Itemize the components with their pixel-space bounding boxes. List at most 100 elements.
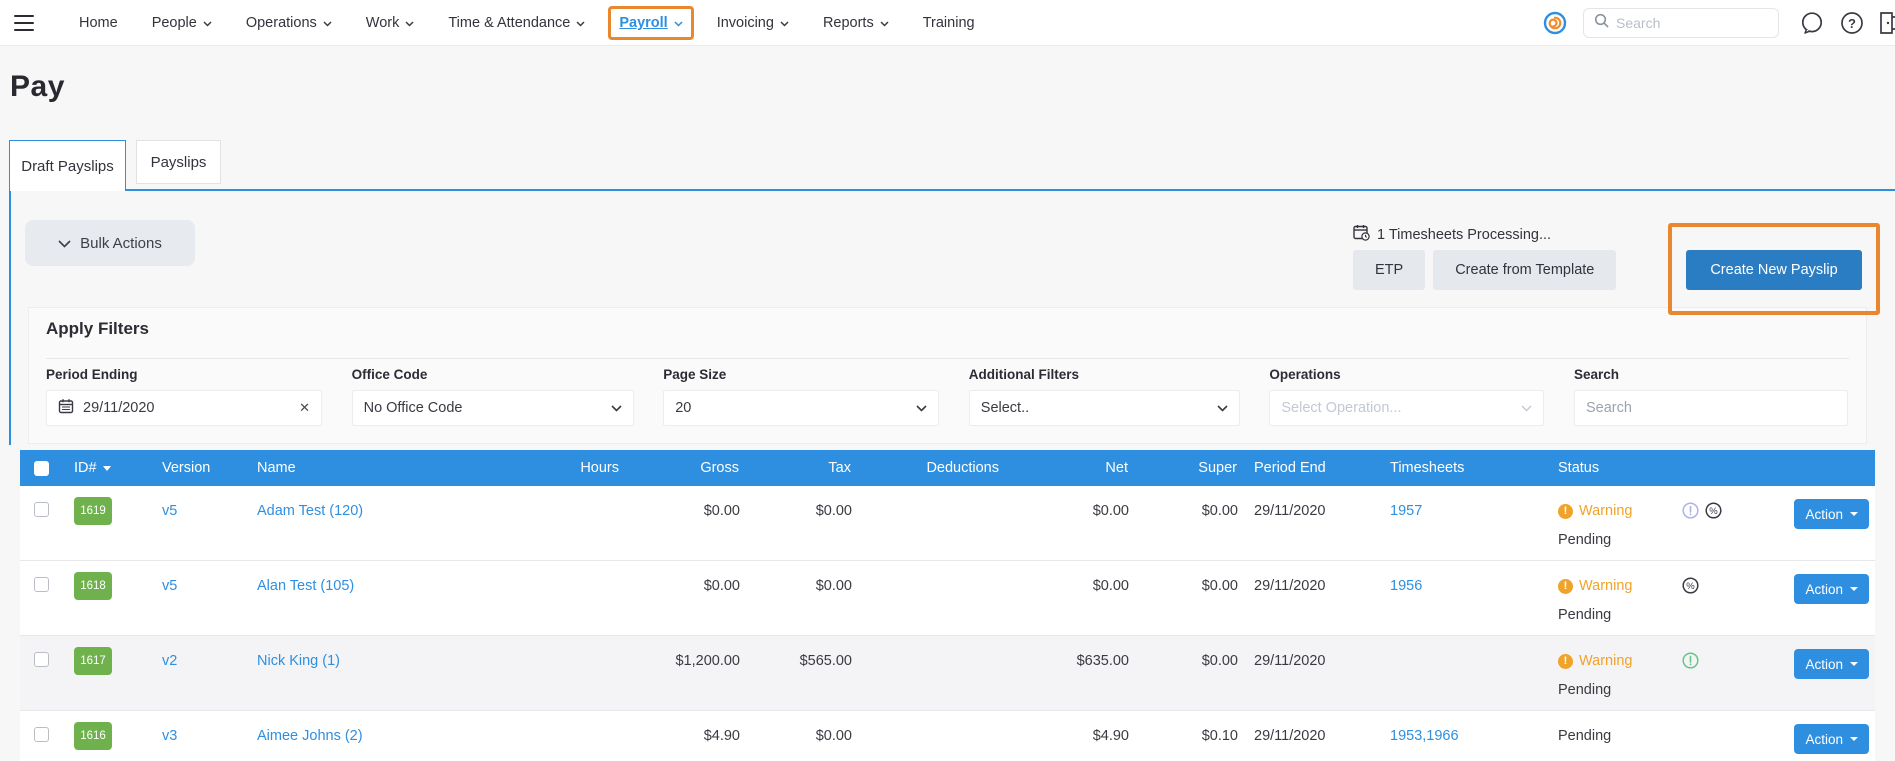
svg-text:?: ?	[1848, 16, 1856, 31]
row-checkbox[interactable]	[34, 502, 49, 517]
version-link[interactable]: v2	[162, 651, 177, 671]
percent-circle-icon[interactable]: %	[1682, 577, 1699, 600]
version-link[interactable]: v3	[162, 726, 177, 746]
cell-status-icons: %	[1680, 486, 1740, 560]
cell-super: $0.10	[1131, 711, 1240, 761]
status-warning: !Warning	[1558, 651, 1632, 671]
cell-net: $635.00	[1002, 636, 1131, 710]
sort-caret-icon	[103, 466, 111, 471]
cell-period-end: 29/11/2020	[1240, 561, 1380, 635]
cell-super: $0.00	[1131, 486, 1240, 560]
row-action-button[interactable]: Action	[1794, 499, 1869, 529]
select-all-checkbox[interactable]	[34, 461, 49, 476]
nav-item-time-attendance[interactable]: Time & Attendance	[431, 15, 602, 31]
cell-status: !WarningPending	[1545, 561, 1680, 635]
percent-circle-icon[interactable]: %	[1705, 502, 1722, 525]
table-row: 1619 v5 Adam Test (120) $0.00 $0.00 $0.0…	[20, 486, 1875, 561]
table-header-row: ID# Version Name Hours Gross Tax Deducti…	[20, 450, 1875, 486]
chevron-down-icon	[405, 21, 414, 27]
cell-tax: $565.00	[742, 636, 854, 710]
cell-gross: $1,200.00	[622, 636, 742, 710]
version-link[interactable]: v5	[162, 501, 177, 521]
status-warning: !Warning	[1558, 576, 1632, 596]
row-checkbox[interactable]	[34, 577, 49, 592]
cell-deductions	[854, 486, 1002, 560]
tab-payslips[interactable]: Payslips	[136, 140, 221, 184]
nav-item-reports[interactable]: Reports	[806, 15, 906, 31]
filter-search-input[interactable]	[1586, 400, 1836, 416]
header-version: Version	[150, 460, 245, 476]
cell-deductions	[854, 711, 1002, 761]
page-size-select[interactable]: 20	[663, 390, 939, 426]
timesheets-link[interactable]: 1957	[1390, 501, 1422, 521]
office-code-value: No Office Code	[364, 400, 602, 416]
nav-item-operations[interactable]: Operations	[229, 15, 349, 31]
employee-name-link[interactable]: Adam Test (120)	[257, 501, 363, 521]
warning-icon: !	[1558, 579, 1573, 594]
header-id[interactable]: ID#	[62, 460, 150, 476]
period-ending-datepicker[interactable]: 29/11/2020 ✕	[46, 390, 322, 426]
svg-text:%: %	[1709, 506, 1718, 517]
row-action-button[interactable]: Action	[1794, 574, 1869, 604]
nav-item-invoicing[interactable]: Invoicing	[700, 15, 806, 31]
employee-name-link[interactable]: Alan Test (105)	[257, 576, 354, 596]
info-circle-green-icon[interactable]	[1682, 652, 1699, 675]
timesheets-link[interactable]: 1953,1966	[1390, 726, 1459, 746]
table-row: 1616 v3 Aimee Johns (2) $4.90 $0.00 $4.9…	[20, 711, 1875, 761]
create-from-template-button[interactable]: Create from Template	[1433, 250, 1616, 290]
filter-period-ending: Period Ending 29/11/2020 ✕	[46, 367, 322, 426]
chevron-down-icon	[916, 400, 927, 416]
etp-button[interactable]: ETP	[1353, 250, 1425, 290]
create-new-payslip-button[interactable]: Create New Payslip	[1686, 250, 1862, 290]
header-deductions: Deductions	[854, 460, 1002, 476]
page-title: Pay	[10, 70, 65, 104]
additional-filters-select[interactable]: Select..	[969, 390, 1240, 426]
operations-select[interactable]: Select Operation...	[1269, 390, 1544, 426]
timesheets-processing-note: 1 Timesheets Processing...	[1353, 224, 1551, 245]
clear-date-icon[interactable]: ✕	[299, 400, 310, 416]
table-row: 1617 v2 Nick King (1) $1,200.00 $565.00 …	[20, 636, 1875, 711]
table-body: 1619 v5 Adam Test (120) $0.00 $0.00 $0.0…	[20, 486, 1875, 761]
tab-draft-payslips[interactable]: Draft Payslips	[9, 140, 126, 191]
row-checkbox[interactable]	[34, 652, 49, 667]
office-code-select[interactable]: No Office Code	[352, 390, 634, 426]
help-icon[interactable]: ?	[1839, 10, 1865, 36]
chevron-down-icon	[780, 21, 789, 27]
employee-name-link[interactable]: Nick King (1)	[257, 651, 340, 671]
chat-icon[interactable]	[1799, 10, 1825, 36]
info-circle-lavender-icon[interactable]	[1682, 502, 1699, 525]
cell-hours	[445, 711, 622, 761]
header-net: Net	[1002, 460, 1131, 476]
chevron-down-icon	[576, 21, 585, 27]
nav-item-training[interactable]: Training	[906, 15, 992, 31]
bulk-actions-button[interactable]: Bulk Actions	[25, 220, 195, 266]
operations-placeholder: Select Operation...	[1281, 400, 1512, 416]
header-hours: Hours	[445, 460, 622, 476]
cell-net: $4.90	[1002, 711, 1131, 761]
global-search-box	[1583, 8, 1779, 38]
global-search-input[interactable]	[1616, 15, 1746, 31]
nav-item-home[interactable]: Home	[62, 15, 135, 31]
timesheets-link[interactable]: 1956	[1390, 576, 1422, 596]
tab-divider-line	[125, 189, 1895, 191]
nav-item-payroll-highlighted[interactable]: Payroll	[608, 6, 693, 40]
row-action-button[interactable]: Action	[1794, 649, 1869, 679]
payslip-id-badge: 1618	[74, 572, 112, 600]
payslip-buttons-row: ETP Create from Template	[1353, 250, 1616, 290]
row-action-button[interactable]: Action	[1794, 724, 1869, 754]
filters-title: Apply Filters	[46, 319, 149, 339]
employee-name-link[interactable]: Aimee Johns (2)	[257, 726, 363, 746]
hamburger-menu-icon[interactable]	[14, 15, 34, 31]
version-link[interactable]: v5	[162, 576, 177, 596]
cell-tax: $0.00	[742, 486, 854, 560]
chevron-down-icon	[323, 21, 332, 27]
nav-item-people[interactable]: People	[135, 15, 229, 31]
filter-page-size: Page Size 20	[663, 367, 939, 426]
row-checkbox[interactable]	[34, 727, 49, 742]
header-period-end: Period End	[1240, 460, 1380, 476]
calendar-icon	[58, 398, 74, 418]
filter-search-box	[1574, 390, 1848, 426]
status-pending: Pending	[1558, 726, 1611, 746]
logout-door-icon[interactable]	[1877, 10, 1895, 36]
nav-item-work[interactable]: Work	[349, 15, 432, 31]
